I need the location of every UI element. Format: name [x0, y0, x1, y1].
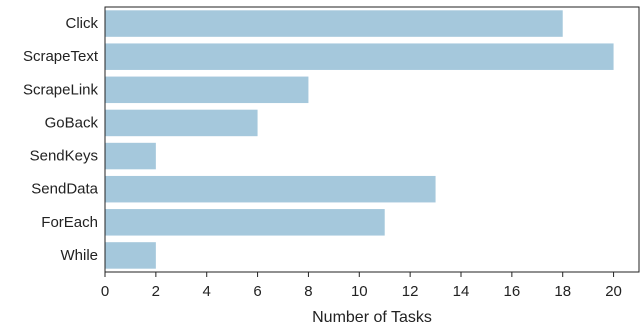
y-tick-label-scrapetext: ScrapeText	[23, 48, 99, 65]
bar-click	[105, 10, 563, 37]
x-tick-label-6: 6	[253, 283, 261, 300]
x-tick-label-20: 20	[605, 283, 622, 300]
bar-scrapelink	[105, 76, 309, 104]
y-tick-label-while: While	[60, 247, 98, 264]
x-tick-label-16: 16	[504, 283, 521, 300]
x-tick-label-8: 8	[304, 283, 312, 300]
x-ticks-group: 0 2 4 6 8 10 12 14 16 18 20	[101, 272, 622, 300]
x-tick-label-2: 2	[152, 283, 160, 300]
y-tick-labels: Click ScrapeText ScrapeLink GoBack SendKeys S…	[23, 15, 99, 264]
y-tick-label-sendkeys: SendKeys	[30, 148, 98, 165]
x-tick-label-14: 14	[453, 283, 470, 300]
bar-foreach	[105, 209, 385, 236]
bars-group	[105, 10, 614, 269]
x-tick-label-0: 0	[101, 283, 109, 300]
y-tick-label-goback: GoBack	[45, 114, 99, 131]
x-tick-label-18: 18	[554, 283, 571, 300]
bar-while	[105, 242, 156, 269]
y-tick-label-foreach: ForEach	[41, 214, 98, 231]
y-tick-label-senddata: SendData	[31, 181, 98, 198]
x-tick-label-10: 10	[351, 283, 368, 300]
bar-senddata	[105, 175, 436, 203]
x-tick-label-12: 12	[402, 283, 419, 300]
bar-sendkeys	[105, 142, 156, 170]
x-tick-label-4: 4	[203, 283, 211, 300]
y-tick-label-scrapelink: ScrapeLink	[23, 81, 99, 98]
y-tick-label-click: Click	[66, 15, 99, 32]
x-axis-title: Number of Tasks	[312, 309, 432, 326]
bar-goback	[105, 109, 258, 137]
plot-frame	[104, 6, 640, 273]
bar-scrapetext	[105, 43, 614, 70]
